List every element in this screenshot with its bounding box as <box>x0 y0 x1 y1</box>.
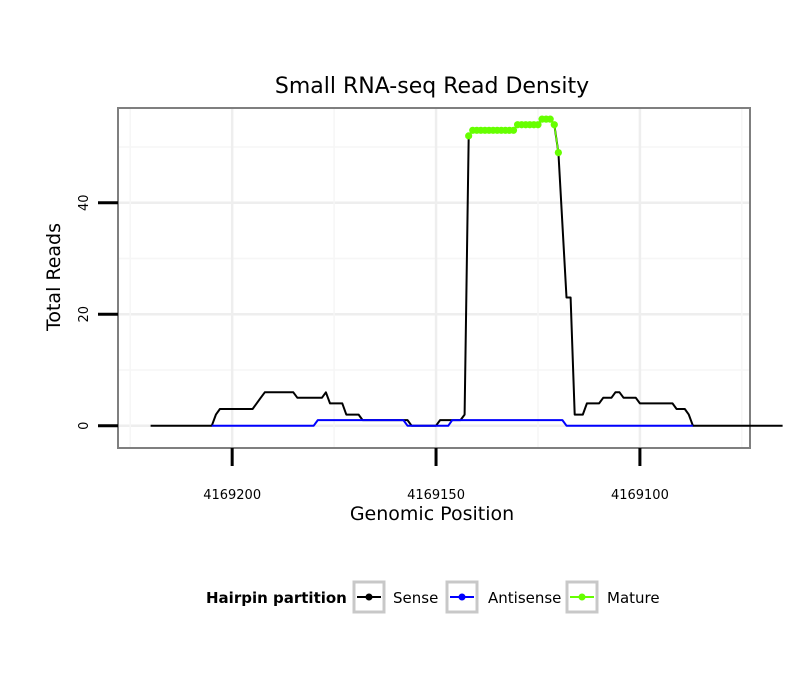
mature-point <box>534 121 542 129</box>
legend-key-point <box>365 593 373 601</box>
x-axis-label: Genomic Position <box>350 503 514 525</box>
y-tick-label: 0 <box>77 422 92 430</box>
mature-point <box>465 132 473 140</box>
series-line-antisense <box>211 419 693 427</box>
legend-label-sense: Sense <box>393 589 438 607</box>
plot-panel <box>117 107 751 449</box>
mature-point <box>554 148 562 157</box>
chart-title: Small RNA-seq Read Density <box>275 74 589 99</box>
y-tick-label: 20 <box>77 306 92 323</box>
mature-point <box>509 126 518 134</box>
mature-points <box>465 115 562 157</box>
mature-point <box>546 115 554 123</box>
legend-key-point <box>578 593 586 601</box>
y-tick-label: 40 <box>77 194 92 211</box>
legend: Hairpin partition Sense Antisense Mature <box>206 580 660 614</box>
x-tick-label: 4169100 <box>611 488 669 503</box>
x-tick-label: 4169200 <box>203 488 261 503</box>
y-axis-label: Total Reads <box>43 223 65 332</box>
legend-key-point <box>458 593 466 601</box>
axes: 0 20 40 4169200 4169150 4169100 <box>77 194 669 503</box>
x-tick-label: 4169150 <box>407 488 465 503</box>
legend-label-mature: Mature <box>607 589 660 607</box>
legend-items: Sense Antisense Mature <box>352 580 660 614</box>
mature-point <box>550 121 558 129</box>
legend-label-antisense: Antisense <box>488 589 561 607</box>
legend-title: Hairpin partition <box>206 589 347 607</box>
